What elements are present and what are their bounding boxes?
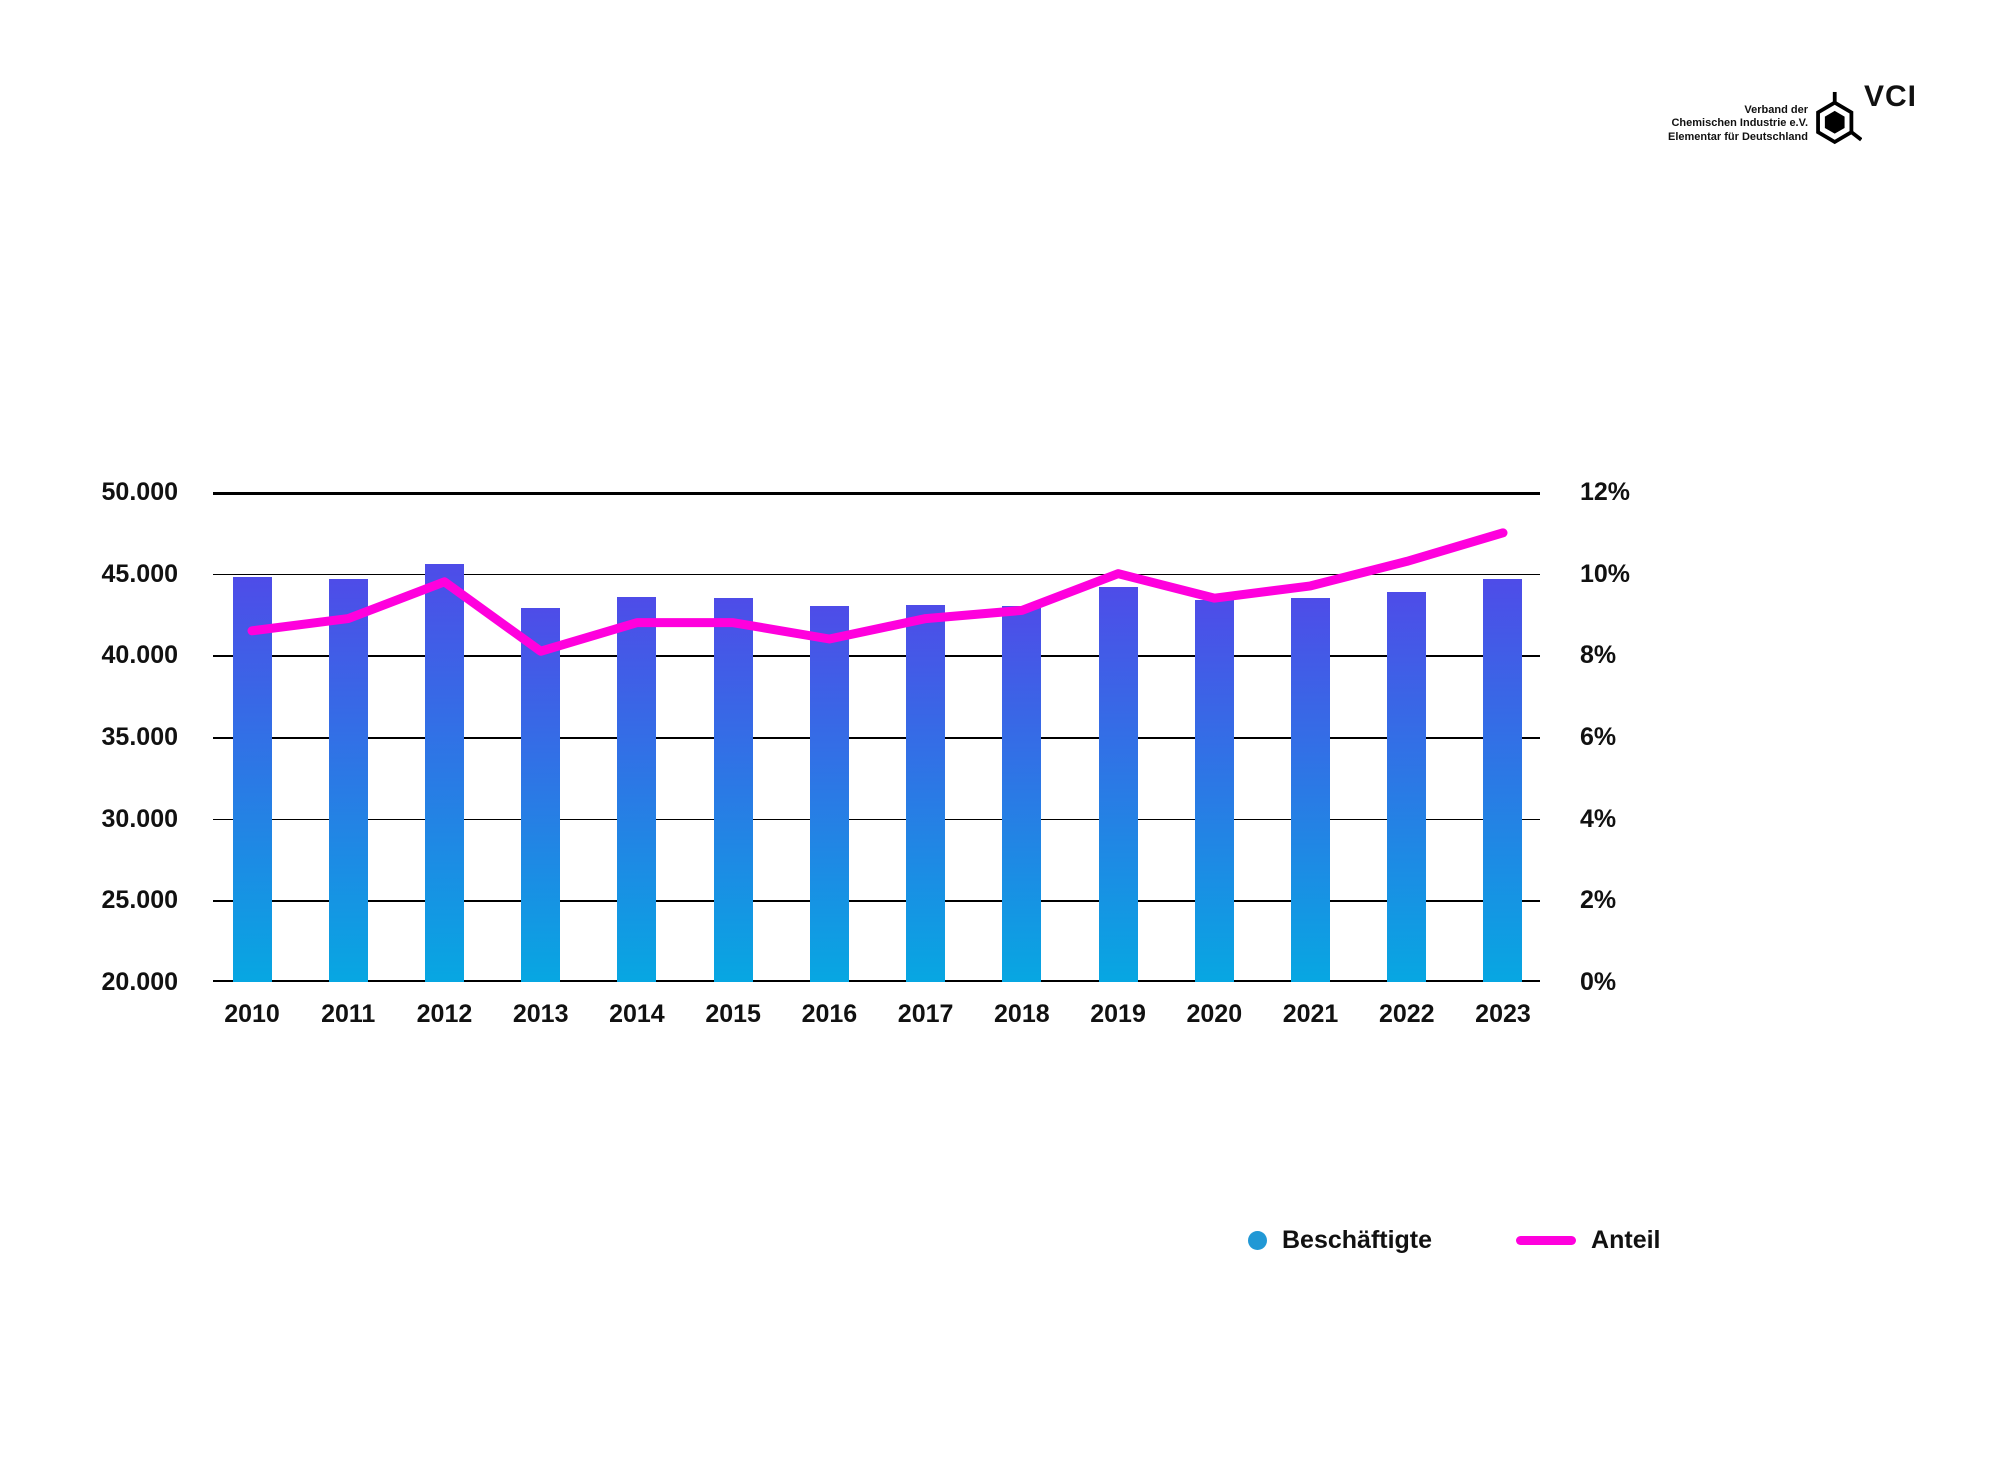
- legend: Beschäftigte Anteil: [1248, 1226, 1661, 1255]
- gridline: [213, 900, 1540, 902]
- x-axis-label: 2015: [705, 1000, 761, 1028]
- bar-2023: [1483, 578, 1523, 982]
- vci-logo-text-line3: Elementar für Deutschland: [1668, 130, 1808, 143]
- bar-2014: [617, 596, 657, 982]
- x-axis-label: 2014: [609, 1000, 665, 1028]
- anteil-line: [247, 528, 1508, 656]
- bar-2010: [232, 576, 272, 982]
- x-axis-label: 2019: [1090, 1000, 1146, 1028]
- left-axis-tick-label: 20.000: [101, 968, 178, 996]
- gridline: [213, 655, 1540, 657]
- vci-logo: Verband der Chemischen Industrie e.V. El…: [1580, 78, 1920, 168]
- gridline: [213, 979, 1540, 982]
- right-axis-tick-label: 8%: [1580, 641, 1617, 670]
- right-axis-tick-label: 6%: [1580, 723, 1617, 751]
- x-axis-label: 2021: [1282, 1000, 1339, 1028]
- x-axis-label: 2018: [994, 1000, 1050, 1028]
- gridline: [213, 818, 1540, 821]
- bar-2022: [1387, 591, 1427, 982]
- x-axis-label: 2022: [1378, 1000, 1435, 1028]
- bar-2013: [521, 607, 561, 982]
- left-axis-tick-label: 45.000: [101, 559, 178, 588]
- legend-item-beschaeftigte: Beschäftigte: [1248, 1226, 1432, 1255]
- vci-logo-text-line1: Verband der: [1744, 104, 1808, 116]
- right-axis-tick-label: 4%: [1580, 804, 1617, 833]
- left-axis-tick-label: 35.000: [101, 723, 178, 751]
- benzene-hexagon-icon: [1816, 91, 1862, 145]
- x-axis-label: 2020: [1186, 1000, 1243, 1028]
- legend-label-beschaeftigte: Beschäftigte: [1282, 1226, 1433, 1254]
- bar-2019: [1098, 586, 1138, 982]
- left-axis-tick-label: 25.000: [101, 886, 178, 915]
- bar-2021: [1291, 598, 1331, 982]
- x-axis-label: 2013: [512, 1000, 569, 1028]
- gridline: [213, 492, 1540, 495]
- x-axis-label: 2011: [321, 1000, 376, 1028]
- bar-2015: [713, 598, 753, 982]
- vci-logo-text-line2: Chemischen Industrie e.V.: [1671, 117, 1808, 130]
- x-axis-label: 2023: [1475, 1000, 1531, 1028]
- x-axis-label: 2012: [416, 1000, 473, 1028]
- legend-dot-icon: [1248, 1231, 1267, 1250]
- x-axis-label: 2010: [224, 1000, 280, 1028]
- legend-item-anteil: Anteil: [1516, 1226, 1661, 1255]
- legend-label-anteil: Anteil: [1591, 1226, 1661, 1254]
- bar-2012: [424, 563, 464, 982]
- bar-2016: [809, 606, 849, 982]
- bar-2017: [906, 604, 946, 982]
- x-axis-label: 2017: [897, 1000, 954, 1028]
- legend-line-icon: [1516, 1236, 1577, 1245]
- gridline: [213, 737, 1540, 739]
- bar-2020: [1194, 599, 1234, 982]
- gridline: [213, 573, 1540, 576]
- left-axis-tick-label: 30.000: [101, 804, 178, 833]
- bar-2018: [1002, 606, 1042, 982]
- bar-2011: [328, 578, 368, 982]
- left-axis-tick-label: 40.000: [101, 641, 178, 670]
- right-axis-tick-label: 2%: [1580, 886, 1617, 915]
- vci-logo-text: Verband der Chemischen Industrie e.V. El…: [1580, 104, 1808, 144]
- vci-acronym: VCI: [1864, 80, 1918, 113]
- right-axis-tick-label: 0%: [1580, 968, 1617, 996]
- plot-area: [213, 492, 1540, 982]
- right-axis-tick-label: 10%: [1580, 559, 1631, 588]
- x-axis-label: 2016: [801, 1000, 858, 1028]
- right-axis-tick-label: 12%: [1580, 478, 1631, 506]
- left-axis-tick-label: 50.000: [101, 478, 178, 506]
